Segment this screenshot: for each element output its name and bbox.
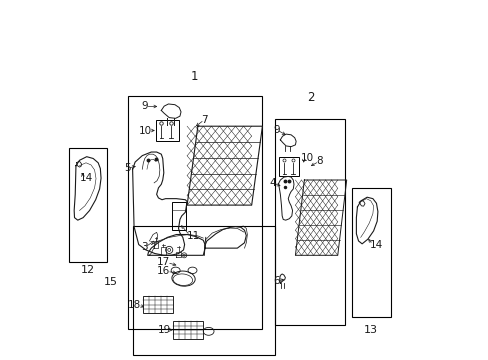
Text: 19: 19 xyxy=(158,325,171,335)
Text: 5: 5 xyxy=(123,163,130,173)
Bar xyxy=(278,157,298,176)
Text: 17: 17 xyxy=(156,257,169,267)
Text: 8: 8 xyxy=(316,156,322,166)
Bar xyxy=(69,148,107,262)
Bar xyxy=(128,96,262,329)
Text: 18: 18 xyxy=(128,300,141,310)
Bar xyxy=(143,296,172,314)
Text: 15: 15 xyxy=(103,277,117,287)
Text: 7: 7 xyxy=(201,115,208,125)
Text: 4: 4 xyxy=(269,178,276,188)
Text: 2: 2 xyxy=(306,91,314,104)
Text: 13: 13 xyxy=(364,325,377,335)
Text: 9: 9 xyxy=(272,125,279,135)
Text: 14: 14 xyxy=(80,173,93,183)
Text: 10: 10 xyxy=(301,153,314,163)
Text: 12: 12 xyxy=(81,265,95,275)
Text: 1: 1 xyxy=(190,69,198,82)
Bar xyxy=(155,120,179,140)
Text: 9: 9 xyxy=(142,102,148,112)
Text: 6: 6 xyxy=(272,276,279,286)
Bar xyxy=(173,321,203,338)
Bar xyxy=(351,188,390,317)
Text: 3: 3 xyxy=(141,242,147,252)
Text: 14: 14 xyxy=(369,239,383,249)
Text: 10: 10 xyxy=(139,126,152,135)
Bar xyxy=(133,226,274,355)
Text: 16: 16 xyxy=(156,266,169,276)
Text: 11: 11 xyxy=(187,231,200,240)
Bar xyxy=(172,202,186,230)
Bar xyxy=(274,119,344,325)
